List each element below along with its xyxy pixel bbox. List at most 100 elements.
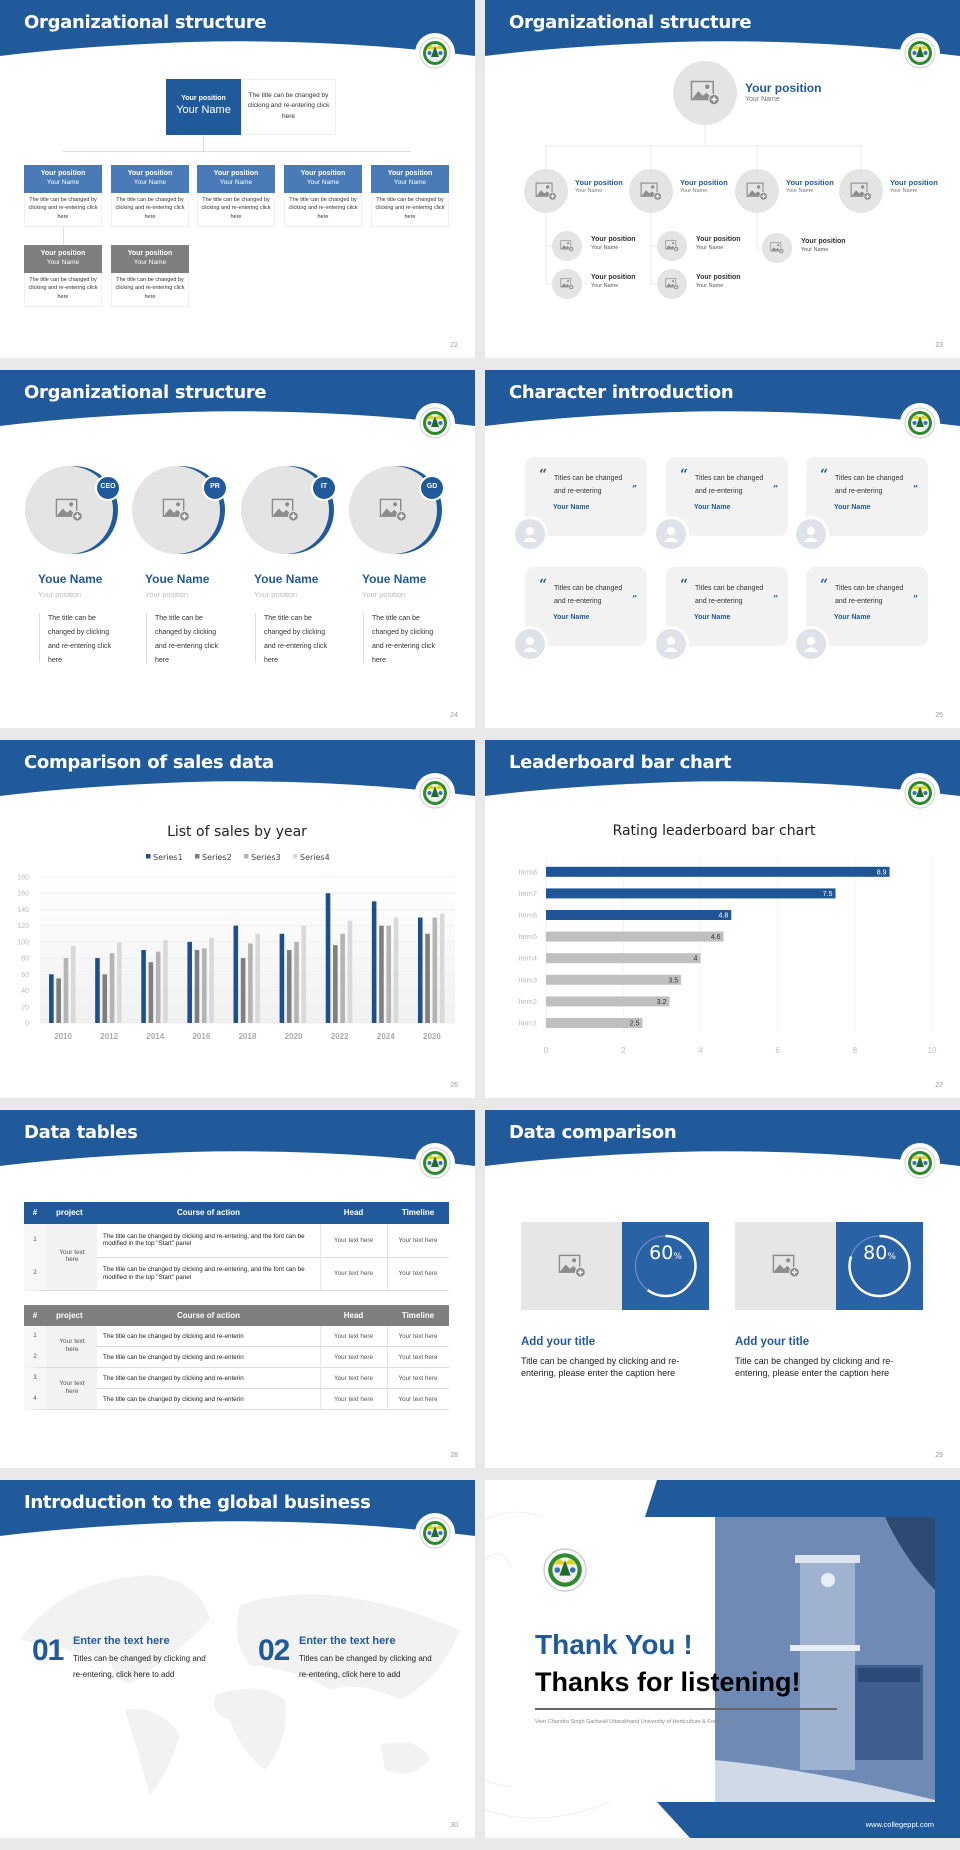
photo-placeholder[interactable] — [673, 61, 737, 125]
bar-item4 — [546, 953, 701, 964]
photo-placeholder[interactable] — [839, 169, 883, 213]
slide-25[interactable]: Character introduction 25 “ Titles can be c… — [485, 370, 960, 728]
page-number: 22 — [450, 341, 458, 349]
name-label: Your Name — [696, 283, 724, 289]
photo-placeholder[interactable] — [524, 169, 568, 213]
position-box[interactable] — [197, 165, 275, 193]
position-label: Your position — [591, 236, 636, 243]
close-quote-icon: ” — [632, 485, 638, 495]
name-label: Your Name — [46, 179, 80, 186]
member-desc: The title can be changed by clicking and… — [264, 615, 328, 664]
category-label: Item8 — [518, 867, 537, 876]
bar-value-label: 4.8 — [719, 913, 729, 920]
y-tick-label: 20 — [21, 1004, 29, 1011]
photo-placeholder[interactable] — [657, 231, 687, 261]
x-tick-label: 4 — [698, 1046, 703, 1055]
avatar — [653, 516, 689, 552]
x-tick-label: 2010 — [54, 1032, 72, 1041]
slide-27[interactable]: Leaderboard bar chart 27 0 2 4 6 8 10 2.5 Item1 3.… — [485, 740, 960, 1098]
position-desc: The title can be changed by clicking and… — [288, 197, 358, 220]
position-label: Your position — [801, 238, 846, 245]
image-placeholder-icon — [772, 1254, 800, 1278]
position-box[interactable] — [111, 245, 189, 273]
position-label: Your position — [300, 170, 346, 177]
position-label: Your position — [575, 178, 623, 187]
university-logo — [415, 403, 455, 443]
timeline-cell: Your text here — [398, 1332, 438, 1340]
testimonial-name: Your Name — [694, 504, 731, 511]
table-row[interactable] — [97, 1224, 449, 1258]
slide-31[interactable]: Thank You ! Thanks for listening! Veer Cha… — [485, 1480, 960, 1838]
table-row[interactable] — [97, 1347, 449, 1368]
role-badge — [419, 475, 445, 501]
image-placeholder[interactable] — [521, 1222, 622, 1310]
testimonial-card[interactable] — [806, 567, 928, 646]
y-tick-label: 140 — [17, 907, 29, 914]
image-placeholder-icon — [535, 182, 557, 201]
slide-26[interactable]: Comparison of sales data 26 0 20 40 60 80 100 12… — [0, 740, 475, 1098]
testimonial-card[interactable] — [525, 567, 647, 646]
name-label: Your Name — [591, 245, 619, 251]
table-row[interactable] — [97, 1389, 449, 1410]
legend-swatch — [195, 854, 200, 859]
slide-title: Organizational structure — [24, 382, 267, 403]
close-quote-icon: ” — [632, 595, 638, 605]
slide-28[interactable]: Data tables 28 # project Course of action Hea… — [0, 1110, 475, 1468]
position-box[interactable] — [111, 165, 189, 193]
university-logo — [900, 33, 940, 73]
slide-24[interactable]: Organizational structure 24 CEO Youe Name Yo… — [0, 370, 475, 728]
slide-title: Introduction to the global business — [24, 1492, 371, 1513]
position-box[interactable] — [24, 245, 102, 273]
category-label: Item5 — [518, 932, 537, 941]
bar-series1-2014 — [141, 950, 146, 1023]
slide-30[interactable]: Introduction to the global business 30 01 E… — [0, 1480, 475, 1838]
column-header: Head — [343, 1311, 364, 1320]
bar-series4-2010 — [70, 945, 76, 1023]
position-box[interactable] — [371, 165, 449, 193]
x-tick-label: 2012 — [100, 1032, 118, 1041]
image-placeholder[interactable] — [735, 1222, 836, 1310]
position-label: Your position — [696, 274, 741, 281]
photo-placeholder[interactable] — [657, 269, 687, 299]
bar-series1-2026 — [417, 917, 423, 1023]
testimonial-card[interactable] — [525, 457, 647, 536]
category-label: Item3 — [518, 975, 537, 984]
position-box[interactable] — [284, 165, 362, 193]
avatar-icon — [664, 527, 678, 542]
top-name: Your Name — [176, 104, 231, 116]
table-row[interactable] — [97, 1368, 449, 1389]
timeline-cell: Your text here — [398, 1353, 438, 1361]
head-cell: Your text here — [334, 1332, 373, 1340]
role-badge-label: IT — [320, 483, 328, 490]
name-label: Your Name — [133, 259, 167, 266]
position-label: Your position — [696, 236, 741, 243]
x-tick-label: 2022 — [331, 1032, 349, 1041]
slide-23[interactable]: Organizational structure 23 Your position Y… — [485, 0, 960, 358]
testimonial-name: Your Name — [834, 614, 871, 621]
testimonial-card[interactable] — [666, 457, 788, 536]
testimonial-card[interactable] — [806, 457, 928, 536]
bar-value-label: 8.9 — [877, 869, 887, 876]
x-tick-label: 2 — [621, 1046, 626, 1055]
bar-series1-2020 — [279, 933, 285, 1023]
top-position-box[interactable] — [166, 79, 241, 135]
photo-placeholder[interactable] — [735, 169, 779, 213]
top-name: Your Name — [745, 96, 780, 103]
position-box[interactable] — [24, 165, 102, 193]
photo-placeholder[interactable] — [552, 231, 582, 261]
photo-placeholder[interactable] — [552, 269, 582, 299]
table-header — [24, 1305, 449, 1326]
slide-29[interactable]: Data comparison 29 60% Add your title Title … — [485, 1110, 960, 1468]
photo-placeholder[interactable] — [629, 169, 673, 213]
legend-label: Series3 — [251, 853, 281, 862]
table-row[interactable] — [97, 1326, 449, 1347]
testimonial-quote: Titles can be changed and re-entering — [554, 585, 623, 605]
photo-placeholder[interactable] — [762, 233, 792, 263]
table-row[interactable] — [97, 1258, 449, 1291]
avatar — [512, 626, 548, 662]
slide-title: Organizational structure — [24, 12, 267, 33]
testimonial-card[interactable] — [666, 567, 788, 646]
position-label: Your position — [127, 170, 173, 177]
position-desc: The title can be changed by clicking and… — [375, 197, 445, 220]
slide-22[interactable]: Organizational structure 22 Your position Y… — [0, 0, 475, 358]
